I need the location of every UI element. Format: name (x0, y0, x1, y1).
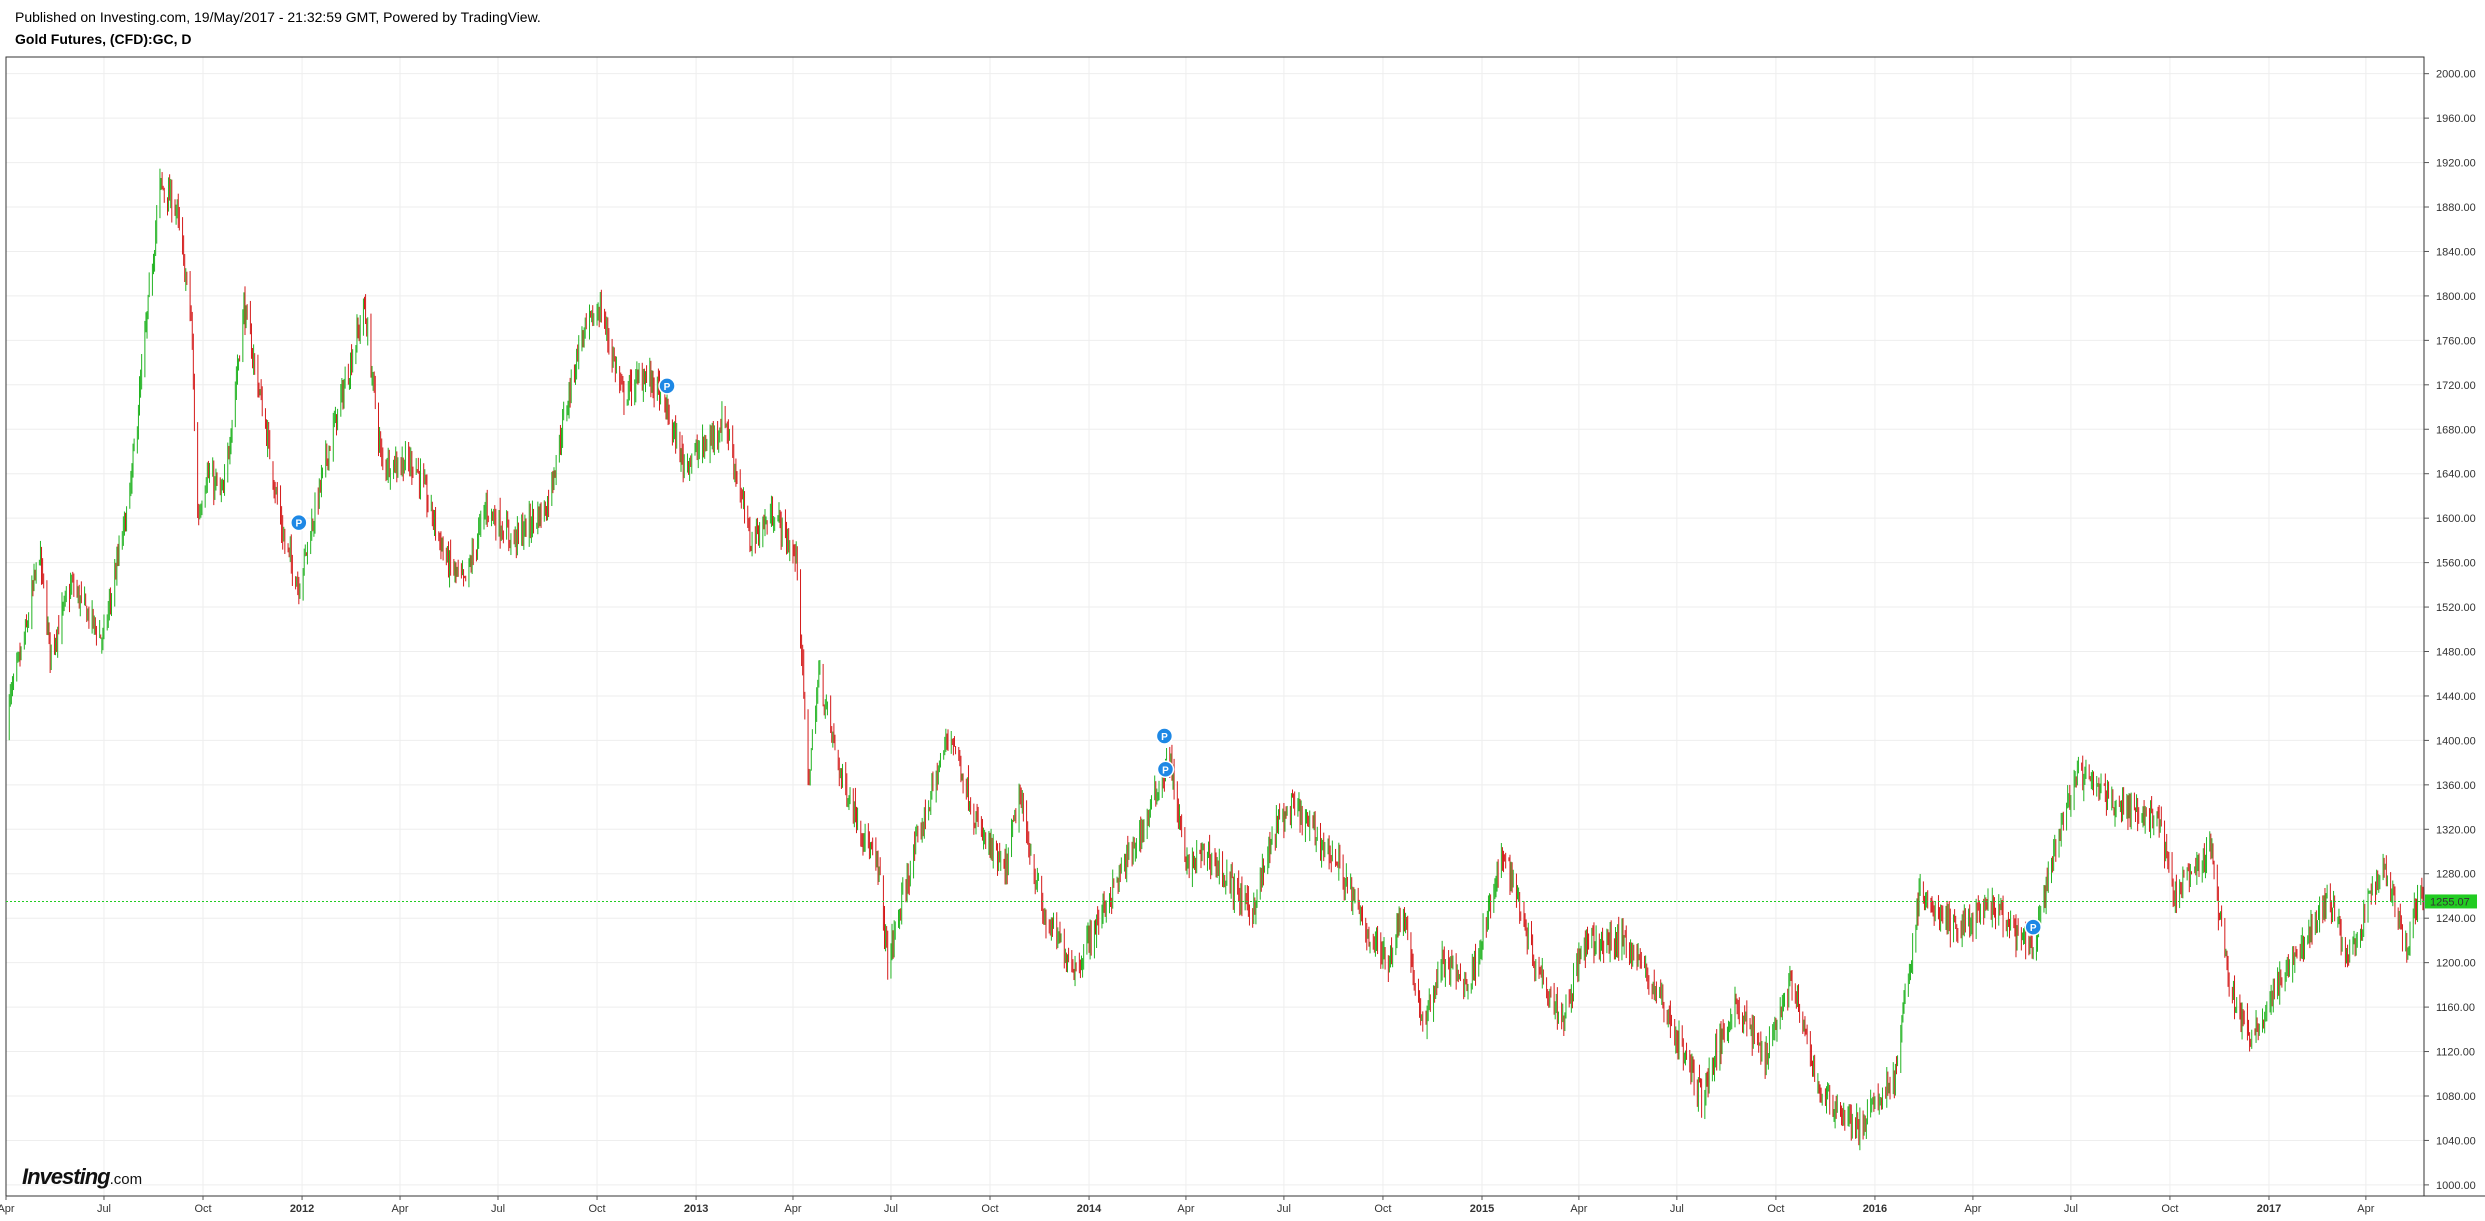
idea-marker-label: P (1162, 765, 1169, 776)
y-tick-label: 1840.00 (2436, 246, 2476, 258)
y-tick-label: 1040.00 (2436, 1135, 2476, 1147)
y-tick-label: 2000.00 (2436, 69, 2476, 81)
x-tick-label: Jul (1670, 1203, 1684, 1215)
x-tick-label: Jul (97, 1203, 111, 1215)
idea-marker-label: P (664, 382, 671, 393)
idea-marker-icon (290, 513, 308, 532)
y-tick-label: 1000.00 (2436, 1180, 2476, 1192)
y-tick-label: 1880.00 (2436, 202, 2476, 214)
y-tick-label: 1240.00 (2436, 913, 2476, 925)
idea-marker-label: P (295, 519, 302, 530)
y-tick-label: 1400.00 (2436, 735, 2476, 747)
idea-markers[interactable]: P P P P P (290, 377, 2042, 936)
x-tick-label: 2014 (1077, 1203, 1102, 1215)
x-tick-label: 2015 (1470, 1203, 1494, 1215)
idea-marker[interactable]: P (290, 513, 308, 532)
y-tick-label: 1800.00 (2436, 291, 2476, 303)
idea-marker-icon (1155, 727, 1174, 745)
y-tick-label: 1120.00 (2436, 1047, 2475, 1059)
time-axis[interactable]: Apr Jul Oct 2012 Apr Jul Oct 2013 Apr Jul Oct 2014 A… (0, 1196, 2375, 1215)
plot-border (5, 56, 2425, 1197)
x-tick-label: Jul (2064, 1203, 2078, 1215)
x-tick-label: 2016 (1863, 1203, 1887, 1215)
y-tick-label: 1320.00 (2436, 824, 2476, 836)
x-tick-label: Oct (2161, 1203, 2178, 1215)
y-tick-label: 1960.00 (2436, 113, 2476, 125)
x-tick-label: Oct (1374, 1203, 1391, 1215)
x-tick-label: 2012 (290, 1203, 314, 1215)
x-tick-label: Apr (1964, 1203, 1981, 1215)
x-tick-label: Apr (1177, 1203, 1194, 1215)
published-caption: Published on Investing.com, 19/May/2017 … (15, 9, 541, 25)
y-tick-label: 1080.00 (2436, 1091, 2476, 1103)
x-tick-label: Apr (2357, 1203, 2374, 1215)
y-tick-label: 1280.00 (2436, 869, 2476, 881)
x-tick-label: Jul (1277, 1203, 1291, 1215)
idea-marker-label: P (1161, 732, 1168, 743)
idea-marker-icon (2024, 918, 2042, 936)
y-tick-label: 1160.00 (2436, 1002, 2475, 1014)
y-tick-label: 1560.00 (2436, 558, 2476, 570)
x-tick-label: Apr (391, 1203, 408, 1215)
x-tick-label: Oct (1767, 1203, 1784, 1215)
idea-marker-icon (658, 377, 676, 395)
y-tick-label: 1760.00 (2436, 335, 2476, 347)
y-tick-label: 1200.00 (2436, 958, 2476, 970)
last-price-label: 1255.07 (2430, 896, 2470, 908)
x-tick-label: Apr (784, 1203, 801, 1215)
x-tick-label: Jul (884, 1203, 898, 1215)
y-tick-label: 1360.00 (2436, 780, 2476, 792)
idea-marker-label: P (2030, 923, 2037, 934)
y-tick-label: 1680.00 (2436, 424, 2476, 436)
idea-marker[interactable]: P (1155, 727, 1174, 745)
logo-brand: Investing (22, 1164, 111, 1189)
price-axis[interactable]: 2000.00 1960.00 1920.00 1880.00 1840.00 1800.… (2424, 69, 2476, 1192)
x-tick-label: 2017 (2257, 1203, 2281, 1215)
investing-logo: Investing.com (22, 1164, 142, 1190)
x-tick-label: Oct (194, 1203, 211, 1215)
idea-marker[interactable]: P (1156, 760, 1175, 779)
y-tick-label: 1640.00 (2436, 469, 2476, 481)
idea-marker-icon (1156, 760, 1175, 779)
x-tick-label: 2013 (684, 1203, 708, 1215)
last-price-tag (2425, 894, 2477, 909)
y-tick-label: 1480.00 (2436, 647, 2476, 659)
x-tick-label: Oct (981, 1203, 998, 1215)
y-tick-label: 1920.00 (2436, 158, 2476, 170)
logo-domain: .com (109, 1171, 143, 1188)
grid-lines (5, 57, 2424, 1196)
idea-marker[interactable]: P (658, 377, 676, 395)
y-tick-label: 1440.00 (2436, 691, 2476, 703)
x-tick-label: Jul (491, 1203, 505, 1215)
x-tick-label: Apr (0, 1203, 15, 1215)
chart-frame (5, 56, 2485, 1197)
candlestick-series (5, 168, 2425, 1151)
y-tick-label: 1720.00 (2436, 380, 2476, 392)
last-price-indicator: 1255.07 (6, 894, 2477, 909)
x-tick-label: Apr (1570, 1203, 1587, 1215)
y-tick-label: 1520.00 (2436, 602, 2476, 614)
idea-marker[interactable]: P (2024, 918, 2042, 936)
y-tick-label: 1600.00 (2436, 513, 2476, 525)
x-tick-label: Oct (588, 1203, 605, 1215)
chart-title: Gold Futures, (CFD):GC, D (15, 31, 192, 47)
